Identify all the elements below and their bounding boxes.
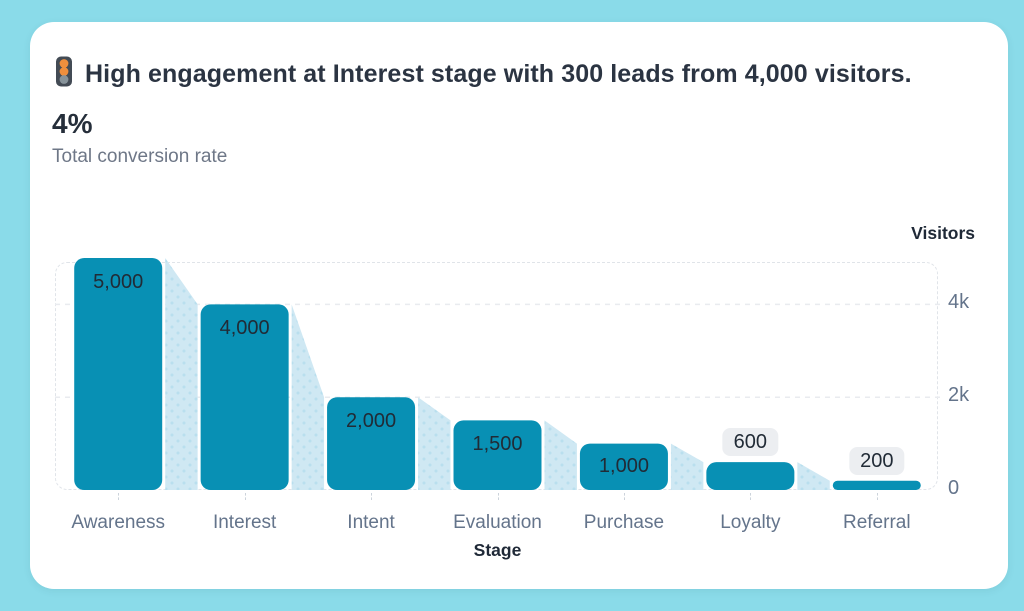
x-tick-mark: [750, 493, 752, 500]
card-header: High engagement at Interest stage with 3…: [52, 56, 976, 168]
x-tick-mark: [371, 493, 373, 500]
metric-label: Total conversion rate: [52, 146, 228, 167]
funnel-connector: [797, 462, 830, 490]
x-tick-label-purchase: Purchase: [583, 512, 665, 533]
x-tick-label-loyalty: Loyalty: [720, 512, 781, 533]
x-tick-label-intent: Intent: [347, 512, 395, 533]
funnel-chart: [55, 258, 940, 490]
funnel-connector: [544, 420, 577, 490]
funnel-connector: [291, 304, 325, 490]
x-tick-label-evaluation: Evaluation: [453, 512, 542, 533]
bar-loyalty[interactable]: [706, 462, 795, 490]
bar-interest[interactable]: [200, 304, 289, 490]
x-tick-label-interest: Interest: [212, 512, 277, 533]
bar-awareness[interactable]: [74, 258, 163, 490]
x-tick-label-awareness: Awareness: [71, 512, 166, 533]
funnel-connector: [418, 397, 451, 490]
bar-intent[interactable]: [327, 397, 416, 490]
y-axis-title: Visitors: [911, 223, 975, 243]
y-tick-label-4k: 4k: [948, 291, 970, 314]
insight-title-text: High engagement at Interest stage with 3…: [85, 60, 912, 88]
bar-referral[interactable]: [832, 480, 921, 490]
x-axis-title: Stage: [473, 540, 522, 560]
funnel-connector: [670, 443, 704, 490]
bar-evaluation[interactable]: [453, 420, 542, 490]
x-tick-mark: [118, 493, 120, 500]
y-tick-label-2k: 2k: [948, 384, 970, 407]
metric-value: 4%: [52, 108, 93, 139]
insight-title: High engagement at Interest stage with 3…: [52, 56, 976, 98]
bar-purchase[interactable]: [579, 443, 668, 490]
traffic-light-icon: [52, 56, 76, 98]
x-tick-mark: [876, 493, 878, 500]
dashboard-card: High engagement at Interest stage with 3…: [30, 22, 1008, 589]
x-tick-mark: [244, 493, 246, 500]
y-tick-label-0: 0: [948, 477, 960, 499]
funnel-connector: [165, 258, 198, 490]
x-tick-mark: [623, 493, 625, 500]
x-tick-label-referral: Referral: [842, 512, 911, 533]
x-tick-mark: [497, 493, 499, 500]
